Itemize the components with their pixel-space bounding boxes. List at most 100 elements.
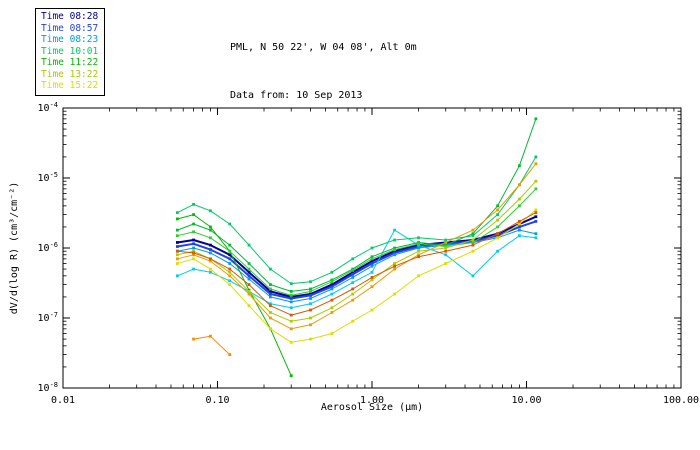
data-point-marker [351,268,355,272]
data-point-marker [351,281,355,285]
data-point-marker [417,236,420,240]
data-point-marker [393,238,396,242]
data-point-marker [228,279,232,283]
data-point-marker [330,306,334,310]
data-point-marker [269,267,272,271]
data-point-marker [289,319,293,323]
data-point-marker [247,243,251,247]
data-point-marker [444,246,448,250]
series-time-10-01 [175,117,538,293]
data-point-marker [444,241,448,244]
data-point-marker [269,295,272,299]
data-point-marker [393,267,396,271]
data-point-marker [534,236,538,240]
data-point-marker [417,245,420,248]
data-point-marker [370,259,374,263]
x-tick-label: 10.00 [511,395,541,406]
series-line [177,229,537,303]
data-point-marker [289,374,293,378]
data-point-marker [209,257,212,261]
data-point-marker [370,255,374,259]
data-point-marker [269,289,272,293]
x-axis-label: Aerosol Size (μm) [321,402,423,413]
data-point-marker [269,316,272,320]
data-point-marker [471,238,475,242]
data-point-marker [175,262,179,265]
data-point-marker [289,295,293,299]
data-point-marker [209,270,212,274]
data-point-marker [269,327,272,331]
data-point-marker [496,225,499,229]
data-point-marker [351,276,355,279]
data-point-marker [289,306,293,310]
data-point-marker [175,234,179,238]
data-point-marker [393,249,396,253]
data-point-marker [534,219,538,223]
data-point-marker [518,225,521,229]
data-point-marker [175,253,179,257]
data-point-marker [192,238,195,242]
axis-ticks [62,107,682,389]
data-point-marker [496,204,499,208]
data-point-marker [534,232,538,236]
data-point-marker [370,308,374,312]
data-point-marker [269,311,272,314]
legend-entry-time-11-22: Time 11:22 [41,57,99,68]
data-point-marker [351,287,355,291]
data-point-marker [393,292,396,296]
legend: Time 08:28 Time 08:57 Time 08:23 Time 10:01… [35,8,106,96]
data-point-marker [192,257,195,261]
data-point-marker [289,300,293,304]
y-axis-label: dV/d(log R) (cm³/cm⁻²) [9,182,20,314]
data-point-marker [518,183,521,187]
legend-entry-time-13-22: Time 13:22 [41,68,99,80]
data-point-marker [192,202,195,206]
data-point-marker [471,241,475,244]
data-point-marker [330,292,334,296]
data-point-marker [496,232,499,236]
data-point-marker [534,215,538,219]
data-point-marker [228,262,232,265]
data-point-marker [444,253,448,257]
data-point-marker [247,262,251,265]
data-point-marker [192,246,195,250]
data-point-marker [309,292,312,296]
data-point-marker [228,253,232,257]
data-point-marker [289,294,293,297]
y-tick-label: 10-5 [38,171,58,184]
series-line [193,335,231,355]
data-point-marker [417,249,420,253]
series-line [177,163,537,330]
data-point-marker [393,264,396,268]
data-point-marker [534,162,538,166]
data-point-marker [209,228,212,232]
data-point-marker [370,278,374,282]
data-point-marker [192,337,195,341]
data-point-marker [175,217,179,221]
data-point-marker [247,270,251,274]
data-point-marker [269,287,272,291]
data-point-marker [175,211,179,215]
data-point-marker [247,304,251,308]
data-point-marker [393,246,396,250]
data-point-marker [370,257,374,261]
data-point-marker [209,236,212,240]
series-line [177,180,537,322]
data-point-marker [192,230,195,234]
x-tick-label: 0.01 [51,395,75,406]
data-point-marker [330,332,334,335]
series-time-11-22 [175,187,538,297]
data-point-marker [534,179,538,183]
data-point-marker [192,267,195,271]
series-orange-line-3 [192,334,232,357]
data-point-marker [192,242,195,246]
data-point-marker [228,270,232,274]
data-point-marker [289,297,293,300]
data-point-marker [417,255,420,259]
data-point-marker [444,245,448,248]
data-point-marker [247,274,251,278]
data-point-marker [518,228,521,232]
plot-title: PML, N 50 22', W 04 08', Alt 0m [230,42,417,53]
data-point-marker [192,222,195,226]
x-tick-label: 1.00 [360,395,384,406]
